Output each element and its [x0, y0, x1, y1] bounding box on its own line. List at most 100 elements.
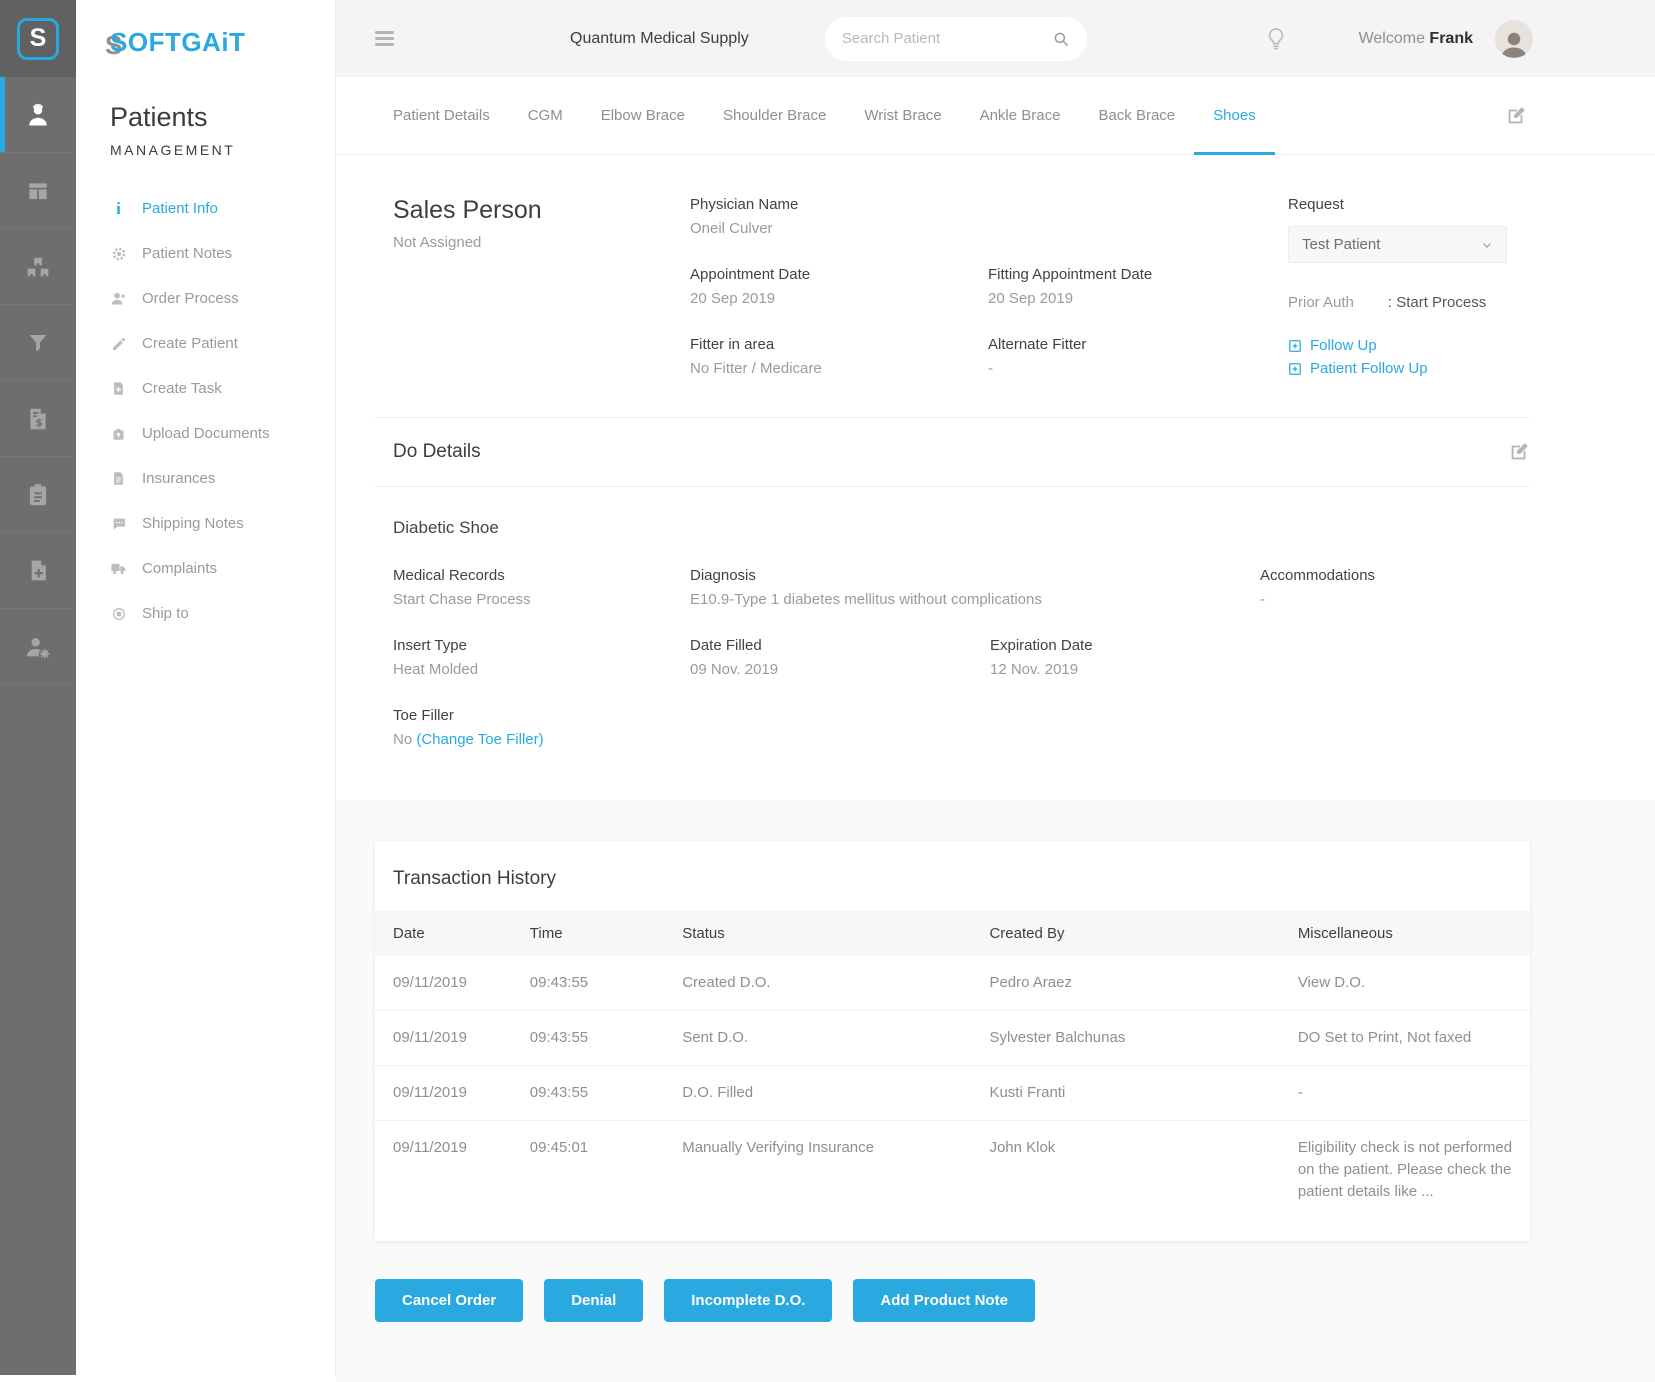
search-bar — [824, 16, 1087, 61]
sidebar-item-label: Create Task — [142, 380, 222, 397]
prior-auth-row: Prior Auth : Start Process — [1288, 294, 1530, 311]
table-row: 09/11/2019 09:43:55 D.O. Filled Kusti Fr… — [375, 1065, 1530, 1121]
sidebar-item-complaints[interactable]: Complaints — [110, 546, 335, 591]
pencil-icon — [110, 335, 127, 352]
boxes-icon — [25, 254, 51, 280]
rail-item-billing[interactable]: $ — [0, 381, 76, 457]
transaction-section: Transaction History Date Time Status Cre… — [336, 800, 1655, 1382]
topbar: Quantum Medical Supply Welcome Frank — [336, 0, 1655, 77]
field-fitting-appointment-date: Fitting Appointment Date 20 Sep 2019 — [988, 266, 1153, 307]
patient-follow-up-link[interactable]: Patient Follow Up — [1288, 357, 1530, 380]
sidebar-item-order-process[interactable]: Order Process — [110, 276, 335, 321]
table-row: 09/11/2019 09:45:01 Manually Verifying I… — [375, 1120, 1530, 1219]
tab-cgm[interactable]: CGM — [527, 107, 563, 124]
welcome-text: Welcome Frank — [1359, 30, 1473, 48]
sidebar-item-create-patient[interactable]: Create Patient — [110, 321, 335, 366]
sidebar-item-shipping-notes[interactable]: Shipping Notes — [110, 501, 335, 546]
follow-up-link[interactable]: Follow Up — [1288, 334, 1530, 357]
rail-item-filter[interactable] — [0, 305, 76, 381]
sidebar-item-label: Insurances — [142, 470, 216, 487]
denial-button[interactable]: Denial — [544, 1279, 644, 1322]
tab-ankle-brace[interactable]: Ankle Brace — [979, 107, 1061, 124]
col-miscellaneous: Miscellaneous — [1297, 925, 1393, 942]
tab-back-brace[interactable]: Back Brace — [1098, 107, 1176, 124]
sidebar-item-label: Patient Info — [142, 200, 218, 217]
sidebar-title: Patients — [110, 102, 208, 132]
rail-item-user-settings[interactable] — [0, 609, 76, 685]
file-plus-icon — [26, 558, 51, 583]
rail-item-add-document[interactable] — [0, 533, 76, 609]
table-row: 09/11/2019 09:43:55 Created D.O. Pedro A… — [375, 956, 1530, 1011]
tab-wrist-brace[interactable]: Wrist Brace — [864, 107, 942, 124]
sidebar-item-label: Create Patient — [142, 335, 238, 352]
lightbulb-icon[interactable] — [1265, 26, 1287, 52]
misc-cell[interactable]: View D.O. — [1297, 974, 1366, 991]
icon-rail: S $ — [0, 0, 76, 1375]
tab-shoulder-brace[interactable]: Shoulder Brace — [722, 107, 827, 124]
rail-item-patients[interactable] — [0, 77, 76, 153]
section-divider — [375, 417, 1530, 418]
search-input[interactable] — [841, 30, 1052, 47]
request-dropdown[interactable]: Test Patient — [1288, 226, 1507, 263]
svg-text:$: $ — [36, 417, 43, 429]
request-selected-value: Test Patient — [1302, 236, 1381, 253]
hamburger-menu-icon[interactable] — [375, 28, 394, 49]
tab-shoes[interactable]: Shoes — [1194, 77, 1275, 155]
field-medical-records: Medical Records Start Chase Process — [393, 567, 531, 608]
sidebar-item-ship-to[interactable]: Ship to — [110, 591, 335, 636]
upload-icon — [110, 425, 127, 442]
edit-do-details-icon[interactable] — [1508, 441, 1530, 463]
field-toe-filler: Toe Filler No (Change Toe Filler) — [393, 707, 544, 748]
request-label: Request — [1288, 196, 1344, 213]
sidebar-item-label: Upload Documents — [142, 425, 270, 442]
brand-logo-ghost: S — [105, 30, 123, 60]
toe-filler-value: No — [393, 731, 413, 748]
edit-section-icon[interactable] — [1505, 105, 1527, 127]
field-fitter-in-area: Fitter in area No Fitter / Medicare — [690, 336, 822, 377]
filter-icon — [26, 331, 50, 355]
do-details-row-3: Toe Filler No (Change Toe Filler) — [375, 707, 1530, 748]
chevron-down-icon — [1481, 239, 1493, 251]
search-icon[interactable] — [1052, 30, 1070, 48]
rail-item-tasks[interactable] — [0, 457, 76, 533]
sidebar-item-label: Order Process — [142, 290, 239, 307]
sidebar: S SOFTGAiT Patients MANAGEMENT i Patient… — [76, 0, 336, 1375]
avatar[interactable] — [1495, 19, 1533, 58]
do-details-title: Do Details — [393, 441, 481, 462]
table-row: 09/11/2019 09:43:55 Sent D.O. Sylvester … — [375, 1010, 1530, 1066]
field-appointment-date: Appointment Date 20 Sep 2019 — [690, 266, 811, 307]
welcome-label: Welcome — [1358, 29, 1425, 47]
sidebar-menu: i Patient Info Patient Notes Order Proce… — [110, 186, 335, 636]
sidebar-item-upload-documents[interactable]: Upload Documents — [110, 411, 335, 456]
add-product-note-button[interactable]: Add Product Note — [853, 1279, 1035, 1322]
prior-auth-value[interactable]: : Start Process — [1387, 294, 1487, 311]
chat-bubble-icon — [110, 515, 127, 532]
tab-elbow-brace[interactable]: Elbow Brace — [600, 107, 685, 124]
sidebar-item-label: Ship to — [142, 605, 189, 622]
col-status: Status — [682, 925, 725, 942]
cancel-order-button[interactable]: Cancel Order — [375, 1279, 524, 1322]
order-summary-section: Sales Person Not Assigned Physician Name… — [336, 155, 1655, 800]
main-area: Quantum Medical Supply Welcome Frank Pat… — [336, 0, 1655, 1382]
change-toe-filler-link[interactable]: (Change Toe Filler) — [416, 731, 544, 748]
sidebar-item-insurances[interactable]: Insurances — [110, 456, 335, 501]
brand-logo[interactable]: S SOFTGAiT — [105, 27, 245, 60]
rail-item-inventory[interactable] — [0, 229, 76, 305]
file-plus-icon — [110, 380, 127, 397]
app-logo[interactable]: S — [0, 0, 76, 77]
username: Frank — [1429, 29, 1473, 47]
sidebar-item-patient-info[interactable]: i Patient Info — [110, 186, 335, 231]
transaction-history-card: Transaction History Date Time Status Cre… — [375, 841, 1530, 1241]
field-alternate-fitter: Alternate Fitter - — [988, 336, 1087, 377]
rail-item-supplies[interactable] — [0, 153, 76, 229]
incomplete-do-button[interactable]: Incomplete D.O. — [664, 1279, 833, 1322]
sidebar-item-patient-notes[interactable]: Patient Notes — [110, 231, 335, 276]
transaction-table: Date Time Status Created By Miscellaneou… — [375, 911, 1530, 1219]
tab-patient-details[interactable]: Patient Details — [393, 107, 490, 124]
do-details-row-2: Insert Type Heat Molded Date Filled 09 N… — [375, 637, 1530, 678]
sidebar-item-label: Shipping Notes — [142, 515, 244, 532]
company-title: Quantum Medical Supply — [570, 29, 749, 47]
field-expiration-date: Expiration Date 12 Nov. 2019 — [990, 637, 1093, 678]
follow-up-links: Follow Up Patient Follow Up — [1288, 334, 1530, 380]
sidebar-item-create-task[interactable]: Create Task — [110, 366, 335, 411]
